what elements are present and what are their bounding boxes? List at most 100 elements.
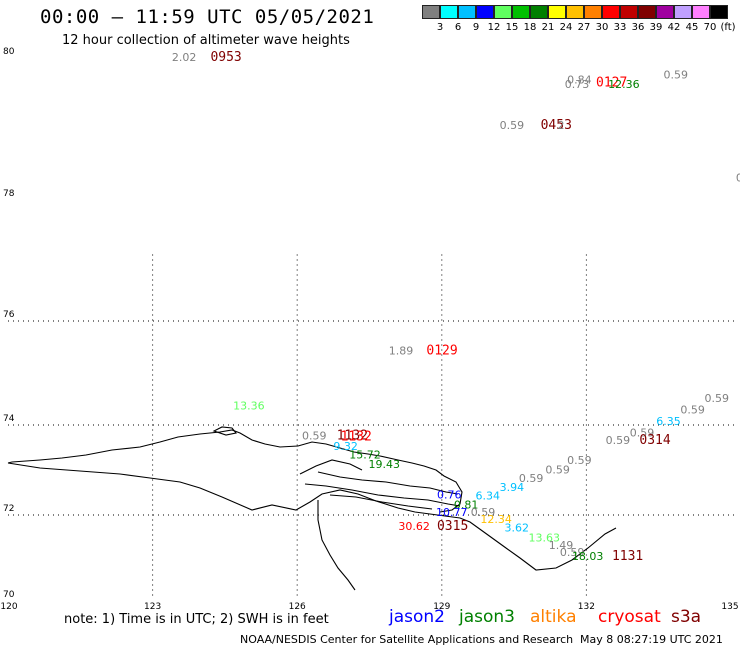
wave-height-label: 0.76	[437, 488, 462, 501]
longitude-label: 135	[721, 602, 738, 612]
longitude-label: 132	[578, 602, 595, 612]
legend-swatch	[422, 5, 440, 19]
coastline	[7, 426, 617, 591]
legend-swatch	[494, 5, 512, 19]
legend-swatch	[566, 5, 584, 19]
longitude-label: 123	[144, 602, 161, 612]
legend-swatch	[602, 5, 620, 19]
wave-height-label: 2	[557, 119, 564, 132]
wave-height-label: 0.59	[704, 392, 729, 405]
legend-label: (ft)	[720, 22, 736, 33]
wave-height-label: 3.94	[500, 481, 525, 494]
wave-height-label: 2.02	[172, 51, 197, 64]
pass-time-label: 0314	[639, 433, 670, 448]
wave-height-label: 9.32	[333, 440, 358, 453]
delta-channel-3	[329, 494, 433, 510]
wave-height-label: 6.35	[656, 415, 681, 428]
pass-time-label: 1131	[612, 549, 643, 564]
legend-swatch	[638, 5, 656, 19]
footer-credit: NOAA/NESDIS Center for Satellite Applica…	[240, 633, 574, 646]
wave-height-label: 0.59	[606, 434, 631, 447]
legend-jason3: jason3	[459, 607, 515, 627]
wave-height-label: 0.59	[302, 429, 327, 442]
legend-label: 3	[436, 22, 444, 33]
legend-swatch	[584, 5, 602, 19]
delta-channel-2	[304, 483, 461, 507]
legend-label: 6	[454, 22, 462, 33]
legend-label: 15	[505, 22, 519, 33]
wave-height-label: 30.62	[398, 520, 430, 533]
pass-time-label: 1132	[341, 429, 372, 444]
latitude-label: 72	[3, 504, 14, 514]
legend-label: 42	[667, 22, 681, 33]
pass-time-label: 0127	[596, 75, 627, 90]
footer-timestamp: May 8 08:27:19 UTC 2021	[580, 633, 723, 646]
wave-height-label: 0.59	[680, 404, 705, 417]
legend-label: 18	[523, 22, 537, 33]
wave-height-label: 0.59	[545, 464, 570, 477]
pass-time-label: 0953	[210, 50, 241, 65]
legend-label: 21	[541, 22, 555, 33]
wave-height-label: 0.84	[567, 74, 592, 87]
legend-label: 9	[472, 22, 480, 33]
wave-height-label: 0.59	[630, 426, 655, 439]
river	[317, 500, 356, 591]
legend-cryosat: cryosat	[598, 607, 661, 627]
legend-swatch	[476, 5, 494, 19]
legend-swatch	[530, 5, 548, 19]
pass-time-label: 1132	[337, 428, 368, 443]
latitude-label: 76	[3, 310, 15, 320]
note-text: note: 1) Time is in UTC; 2) SWH is in fe…	[64, 612, 329, 627]
pass-time-label: 0315	[437, 519, 468, 534]
legend-swatch	[512, 5, 530, 19]
legend-label: 33	[613, 22, 627, 33]
wave-height-label: 0.	[736, 172, 740, 185]
wave-height-label: 18.03	[572, 550, 604, 563]
wave-height-label: 13.63	[529, 532, 561, 545]
legend-swatch	[674, 5, 692, 19]
legend-label: 39	[649, 22, 663, 33]
wave-height-label: 0.59	[567, 454, 592, 467]
wave-height-label: 6.34	[476, 489, 501, 502]
wave-height-label: 0.73	[565, 78, 590, 91]
wave-height-label: 10.77	[436, 506, 468, 519]
latitude-label: 78	[3, 189, 15, 199]
legend-altika: altika	[530, 607, 577, 627]
wave-height-labels: 2.0209530.840.73012712.360.590.59045320.…	[172, 50, 740, 564]
legend-swatch	[548, 5, 566, 19]
chart-subtitle: 12 hour collection of altimeter wave hei…	[62, 33, 350, 48]
legend-swatch	[656, 5, 674, 19]
coastline-north	[7, 429, 463, 513]
latitude-label: 80	[3, 47, 15, 57]
pass-time-label: 0453	[541, 118, 572, 133]
chart-title: 00:00 – 11:59 UTC 05/05/2021	[40, 6, 375, 28]
wave-height-label: 0.59	[664, 69, 689, 82]
wave-height-label: 12.34	[480, 513, 512, 526]
wave-height-label: 19.43	[369, 458, 401, 471]
wave-height-label: 0.59	[519, 472, 544, 485]
wave-height-label: 0.59	[560, 546, 585, 559]
wave-height-label: 15.72	[349, 448, 381, 461]
legend-label: 12	[487, 22, 501, 33]
legend-label: 36	[631, 22, 645, 33]
longitude-label: 120	[0, 602, 17, 612]
wave-height-label: 1.89	[389, 344, 414, 357]
longitude-label: 126	[289, 602, 306, 612]
wave-height-label: 0.59	[471, 506, 496, 519]
legend-swatch	[692, 5, 710, 19]
legend-label: 30	[595, 22, 609, 33]
legend-swatch	[440, 5, 458, 19]
delta-channel-1	[317, 471, 459, 495]
wave-height-label: 3.62	[504, 521, 528, 534]
latitude-label: 74	[3, 414, 15, 424]
legend-label: 24	[559, 22, 573, 33]
legend-label: 70	[703, 22, 717, 33]
wave-height-label: 1.49	[549, 539, 574, 552]
wave-height-label: 12.36	[608, 78, 640, 91]
wave-height-label: 13.36	[233, 399, 265, 412]
legend-swatch	[458, 5, 476, 19]
legend-jason2: jason2	[389, 607, 445, 627]
island	[212, 426, 237, 436]
legend-s3a: s3a	[671, 607, 702, 627]
